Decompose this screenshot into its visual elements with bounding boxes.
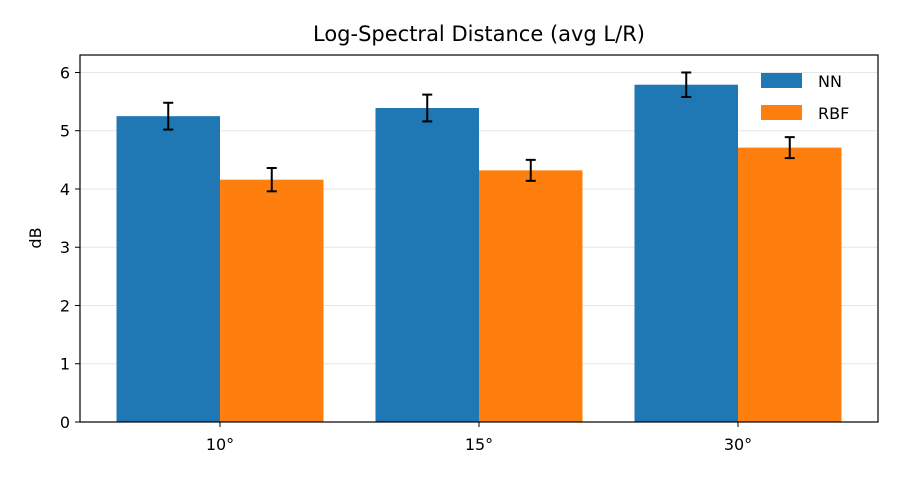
legend-label-nn: NN — [818, 72, 842, 91]
axes: 10° 15° 30° 0 1 2 3 4 5 6 — [60, 54, 879, 454]
y-tick-label-2: 2 — [60, 296, 70, 315]
plot-frame — [79, 54, 879, 423]
bar-nn-1 — [375, 108, 479, 422]
legend-swatch-rbf — [761, 105, 802, 120]
x-tick-label-2: 30° — [724, 435, 752, 454]
y-tick-label-5: 5 — [60, 122, 70, 141]
bar-rbf-2 — [738, 147, 842, 422]
bar-rbf-1 — [479, 170, 583, 422]
legend: NN RBF — [761, 72, 849, 123]
x-tick-label-1: 15° — [465, 435, 493, 454]
chart-title: Log-Spectral Distance (avg L/R) — [313, 22, 645, 46]
bar-nn-2 — [634, 84, 738, 422]
legend-label-rbf: RBF — [818, 104, 849, 123]
y-tick-label-6: 6 — [60, 63, 70, 82]
error-bars — [163, 71, 795, 193]
y-axis-label: dB — [26, 227, 45, 248]
y-tick-label-1: 1 — [60, 355, 70, 374]
y-tick-label-4: 4 — [60, 180, 70, 199]
y-tick-label-3: 3 — [60, 238, 70, 257]
bars — [116, 84, 842, 423]
x-tick-label-0: 10° — [206, 435, 234, 454]
y-tick-label-0: 0 — [60, 413, 70, 432]
bar-rbf-0 — [220, 179, 324, 422]
legend-swatch-nn — [761, 73, 802, 88]
bar-nn-0 — [116, 116, 220, 423]
